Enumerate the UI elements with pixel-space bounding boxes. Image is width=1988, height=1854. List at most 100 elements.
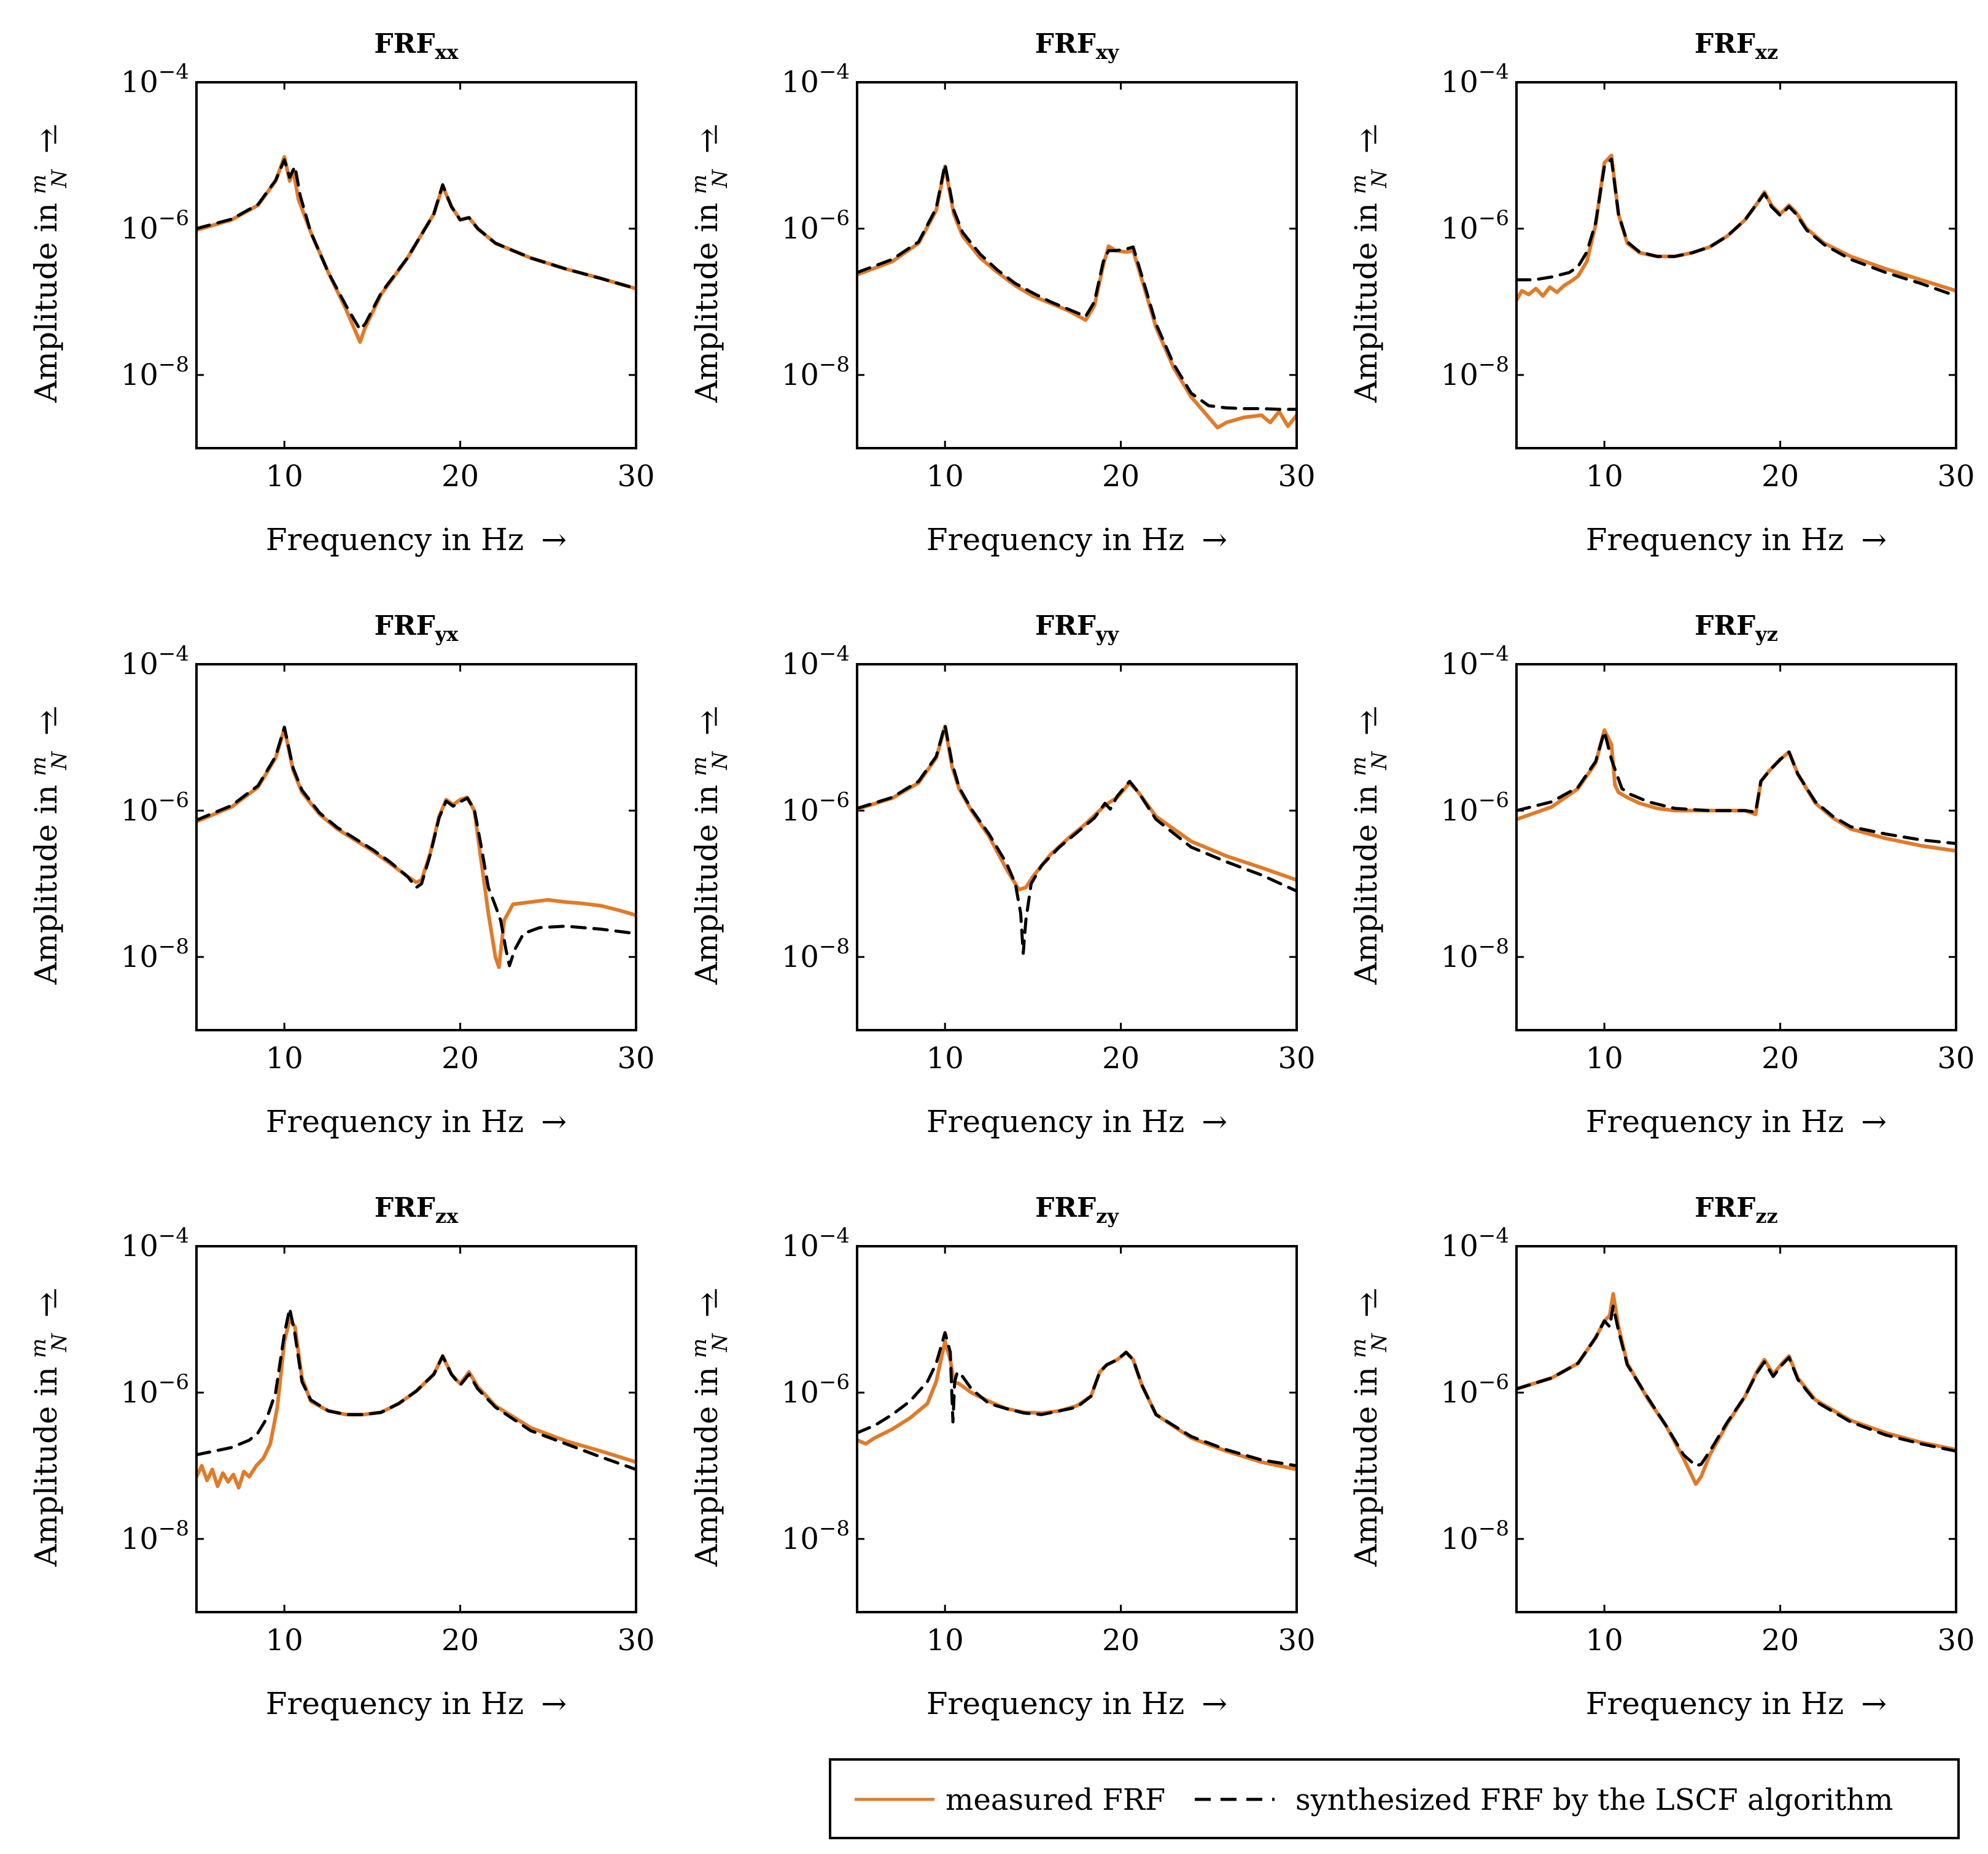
y-axis-label: Amplitude in mN → (1346, 710, 1392, 985)
y-axis-unit-denominator: N (1367, 1333, 1392, 1352)
y-axis-unit-denominator: N (708, 751, 732, 770)
x-tick-label: 20 (1102, 1623, 1140, 1658)
y-axis-arrow: → (28, 128, 64, 153)
x-tick-label: 20 (441, 1623, 479, 1658)
synthesized-frf-line (857, 723, 1297, 955)
x-axis-label: Frequency in Hz → (266, 522, 567, 557)
x-axis-label: Frequency in Hz → (926, 522, 1227, 557)
y-axis-label: Amplitude in mN → (1346, 128, 1392, 403)
y-tick-base: 10 (121, 65, 158, 99)
y-tick-label: 10−4 (1441, 60, 1509, 99)
x-axis-label-text: Frequency in Hz (926, 522, 1184, 557)
plot-frame (1515, 1245, 1957, 1613)
x-tick-label: 20 (441, 1041, 479, 1076)
x-axis-label: Frequency in Hz → (926, 1686, 1227, 1721)
x-tick-label: 10 (1586, 1623, 1623, 1658)
y-tick-label: 10−6 (121, 1370, 189, 1410)
y-tick-base: 10 (782, 647, 819, 681)
panel-title: FRFxz (1695, 28, 1778, 64)
y-tick-exponent: −4 (158, 1224, 189, 1248)
y-tick-exponent: −4 (158, 60, 189, 84)
y-axis-unit-numerator: m (26, 756, 51, 776)
synthesized-frf-line (1516, 730, 1956, 845)
y-axis-unit-numerator: m (687, 174, 712, 194)
synthesized-frf-line (857, 163, 1297, 411)
y-tick-label: 10−6 (782, 206, 850, 246)
y-tick-exponent: −4 (1478, 60, 1509, 84)
panel-title-subscript: yz (1755, 623, 1778, 646)
x-axis-label-text: Frequency in Hz (926, 1104, 1184, 1139)
x-axis-label-text: Frequency in Hz (1586, 522, 1844, 557)
y-tick-exponent: −6 (158, 206, 189, 230)
x-tick-label: 10 (926, 459, 964, 494)
x-axis-label: Frequency in Hz → (1586, 1686, 1887, 1721)
y-tick-exponent: −4 (1478, 642, 1509, 666)
x-axis-arrow: → (541, 1104, 567, 1139)
y-axis-arrow: → (1348, 128, 1384, 153)
x-axis-label-text: Frequency in Hz (266, 522, 524, 557)
y-axis-unit-denominator: N (708, 1333, 732, 1352)
x-tick-label: 20 (1761, 459, 1799, 494)
y-axis-unit-denominator: N (47, 751, 72, 770)
y-axis-unit-numerator: m (26, 174, 51, 194)
x-tick-label: 10 (926, 1041, 964, 1076)
y-tick-base: 10 (782, 1229, 819, 1263)
y-axis-arrow: → (1348, 710, 1384, 735)
y-tick-base: 10 (1441, 793, 1478, 828)
x-tick-label: 30 (1937, 1623, 1974, 1658)
y-tick-label: 10−8 (121, 1516, 189, 1556)
y-tick-base: 10 (121, 647, 158, 681)
y-tick-exponent: −6 (1478, 1370, 1509, 1394)
y-tick-base: 10 (1441, 1229, 1478, 1263)
y-axis-arrow: → (689, 1292, 724, 1317)
y-tick-exponent: −6 (1478, 788, 1509, 812)
y-axis-arrow: → (689, 128, 724, 153)
plot-frame (195, 663, 637, 1031)
y-tick-exponent: −8 (158, 352, 189, 377)
y-axis-label: Amplitude in mN → (26, 1292, 72, 1567)
panel-title-subscript: xy (1096, 41, 1120, 64)
measured-frf-line (196, 726, 636, 969)
panel-title: FRFyx (375, 610, 459, 646)
panel-title: FRFzx (375, 1192, 459, 1228)
panel-title: FRFyy (1035, 610, 1120, 646)
y-axis-unit-denominator: N (708, 169, 732, 188)
y-tick-exponent: −4 (158, 642, 189, 666)
y-tick-exponent: −6 (158, 788, 189, 812)
y-tick-label: 10−4 (1441, 642, 1509, 681)
plot-frame (856, 1245, 1298, 1613)
y-axis-arrow: → (28, 710, 64, 735)
x-tick-label: 10 (1586, 1041, 1623, 1076)
panel-title: FRFxy (1035, 28, 1120, 64)
synthesized-frf-line (1516, 157, 1956, 298)
x-axis-arrow: → (541, 522, 567, 557)
panel-title-main: FRF (1035, 28, 1096, 60)
y-axis-label: Amplitude in mN → (26, 128, 72, 403)
y-axis-label-text: Amplitude in (28, 1367, 64, 1567)
plot-frame (195, 1245, 637, 1613)
x-axis-label: Frequency in Hz → (926, 1104, 1227, 1139)
x-tick-label: 20 (441, 459, 479, 494)
y-tick-label: 10−8 (782, 352, 850, 392)
x-tick-label: 30 (617, 459, 654, 494)
synthesized-frf-line (857, 1331, 1297, 1468)
legend-box (829, 1758, 1960, 1839)
y-tick-base: 10 (121, 211, 158, 246)
plot-frame (195, 81, 637, 449)
y-tick-label: 10−6 (121, 206, 189, 246)
panel-title-main: FRF (374, 28, 435, 60)
y-axis-unit-numerator: m (1346, 1338, 1371, 1358)
plot-frame (1515, 81, 1957, 449)
y-tick-base: 10 (782, 793, 819, 828)
y-tick-exponent: −8 (158, 1516, 189, 1541)
y-tick-label: 10−4 (121, 1224, 189, 1263)
panel-title-subscript: zx (435, 1204, 459, 1228)
y-axis-label-text: Amplitude in (689, 785, 724, 985)
x-axis-label: Frequency in Hz → (1586, 522, 1887, 557)
y-axis-unit-denominator: N (47, 169, 72, 188)
